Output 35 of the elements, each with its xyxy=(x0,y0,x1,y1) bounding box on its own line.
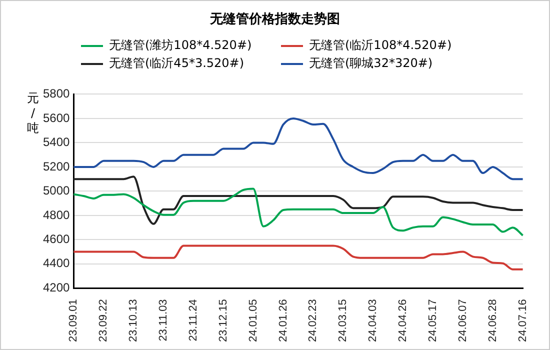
x-tick-label: 23.11.03 xyxy=(158,299,170,342)
x-tick-label: 24.05.17 xyxy=(427,299,440,342)
x-tick-label: 24.02.23 xyxy=(307,299,320,342)
x-tick-label: 24.07.16 xyxy=(516,299,529,342)
y-tick-label: 4600 xyxy=(42,232,70,246)
x-tick-label: 24.01.26 xyxy=(277,299,290,342)
x-tick-label: 24.06.07 xyxy=(456,299,469,342)
legend-label: 无缝管(聊城32*320#) xyxy=(309,55,433,72)
y-tick-label: 4200 xyxy=(42,280,70,294)
legend-label: 无缝管(潍坊108*4.520#) xyxy=(109,37,252,54)
line-series xyxy=(72,176,524,225)
y-tick-label: 4400 xyxy=(42,256,70,270)
x-tick-label: 24.04.03 xyxy=(367,299,380,342)
x-tick-label: 23.09.01 xyxy=(68,299,80,342)
y-tick-label: 5400 xyxy=(42,135,70,150)
x-tick-label: 24.04.26 xyxy=(397,299,410,342)
line-series xyxy=(72,117,524,180)
y-axis-title: 元/吨 xyxy=(26,91,40,136)
x-tick-label: 23.12.15 xyxy=(217,299,230,342)
x-tick-label: 23.09.22 xyxy=(98,299,110,342)
y-tick-label: 5600 xyxy=(42,110,70,125)
x-tick-label: 23.11.24 xyxy=(187,299,200,342)
line-series xyxy=(72,188,524,236)
legend-label: 无缝管(临沂45*3.520#) xyxy=(109,55,244,72)
chart-title: 无缝管价格指数走势图 xyxy=(208,11,341,28)
x-tick-label: 23.10.13 xyxy=(128,299,140,342)
line-series xyxy=(72,244,524,270)
y-tick-label: 5200 xyxy=(42,159,70,174)
x-tick-label: 24.01.05 xyxy=(247,299,260,342)
x-tick-label: 24.06.28 xyxy=(486,299,499,342)
legend-label: 无缝管(临沂108*4.520#) xyxy=(309,37,452,54)
y-tick-label: 4800 xyxy=(42,208,70,222)
y-tick-label: 5000 xyxy=(42,184,70,198)
x-tick-label: 24.03.15 xyxy=(337,299,350,342)
y-tick-label: 5800 xyxy=(42,86,70,101)
